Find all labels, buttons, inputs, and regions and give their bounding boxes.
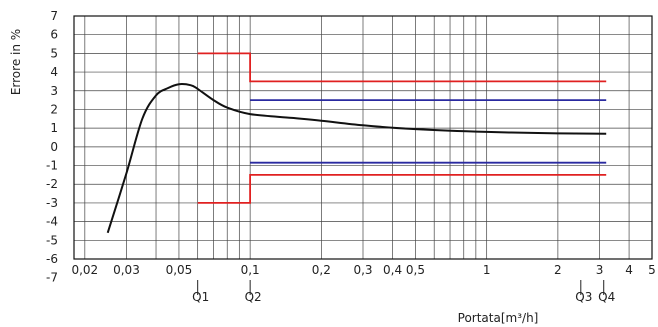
x-tick-label: 4 xyxy=(625,263,633,277)
x-tick-label: 0,4 xyxy=(383,263,402,277)
tolerance-limit-line xyxy=(197,174,607,204)
x-tick-label: 0,05 xyxy=(166,263,193,277)
x-tick-label: 0,02 xyxy=(71,263,98,277)
y-tick-label: 5 xyxy=(50,46,58,60)
marker-label: Q4 xyxy=(598,290,615,304)
x-tick-labels: 0,02 0,03 0,05 0,1 0,2 0,3 0,4 0,5 1 2 3 4 5 xyxy=(71,263,655,277)
y-tick-label: -1 xyxy=(46,159,58,173)
y-tick-label: -4 xyxy=(46,215,58,229)
marker-label: Q2 xyxy=(245,290,262,304)
y-tick-label: 0 xyxy=(50,140,58,154)
x-tick-label: 0,03 xyxy=(113,263,140,277)
marker-label: Q3 xyxy=(575,290,592,304)
x-tick-label: 0,2 xyxy=(312,263,331,277)
flow-markers: Q1 Q2 Q3 Q4 xyxy=(192,280,615,304)
tolerance-limit-line xyxy=(197,52,607,83)
y-tick-label: -3 xyxy=(46,196,58,210)
x-tick-label: 5 xyxy=(648,263,656,277)
grid-lines xyxy=(74,16,652,259)
x-tick-label: 0,5 xyxy=(406,263,425,277)
series-lines xyxy=(106,52,607,234)
y-tick-label: -5 xyxy=(46,233,58,247)
x-tick-label: 3 xyxy=(596,263,604,277)
x-tick-label: 0,1 xyxy=(241,263,260,277)
y-axis-label: Errore in % xyxy=(9,29,23,95)
y-tick-label: 1 xyxy=(50,121,58,135)
y-tick-label: -7 xyxy=(46,271,58,285)
x-tick-label: 0,3 xyxy=(353,263,372,277)
y-tick-label: 4 xyxy=(50,65,58,79)
error-curve-line xyxy=(106,83,607,234)
plot-border xyxy=(73,15,653,260)
y-tick-label: 2 xyxy=(50,102,58,116)
x-tick-label: 2 xyxy=(554,263,562,277)
y-tick-label: -2 xyxy=(46,177,58,191)
y-tick-label: 7 xyxy=(50,9,58,23)
y-tick-label: 3 xyxy=(50,84,58,98)
x-tick-label: 1 xyxy=(483,263,491,277)
plot-frame xyxy=(73,15,653,260)
y-tick-label: 6 xyxy=(50,28,58,42)
marker-label: Q1 xyxy=(192,290,209,304)
y-tick-labels: 7 6 5 4 3 2 1 0 -1 -2 -3 -4 -5 -6 -7 xyxy=(46,9,58,285)
y-tick-label: -6 xyxy=(46,252,58,266)
x-axis-label: Portata[m³/h] xyxy=(458,311,539,325)
